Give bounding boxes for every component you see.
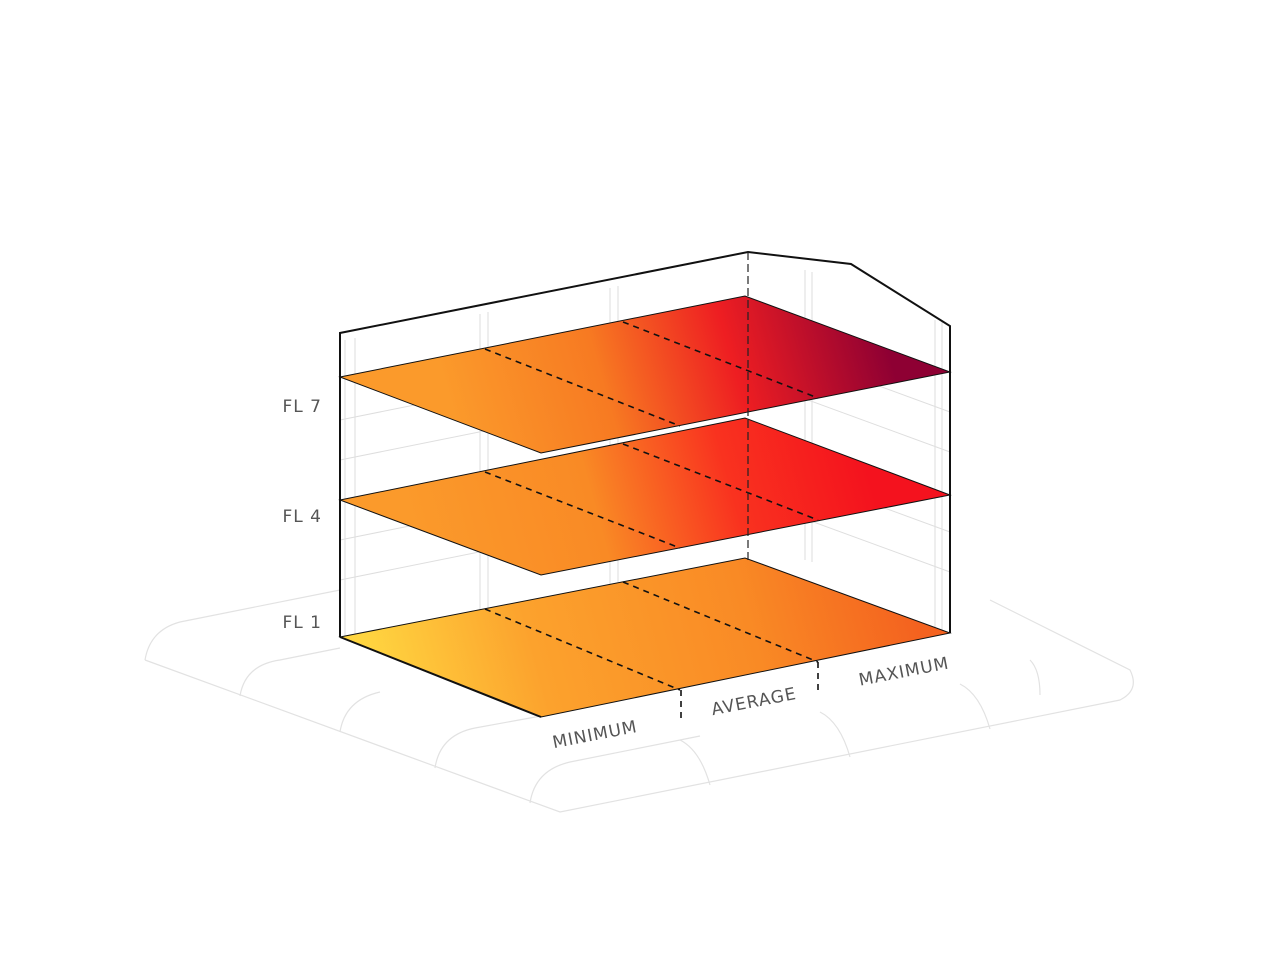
floor-label: FL 1 <box>283 613 322 633</box>
zone-label: MAXIMUM <box>857 654 951 691</box>
floor-label: FL 4 <box>283 507 322 527</box>
ground-grid <box>144 589 1134 813</box>
zone-label: MINIMUM <box>551 717 639 753</box>
zone-divider <box>484 321 819 427</box>
zone-divider <box>680 662 819 722</box>
building-outline <box>339 250 951 637</box>
floor-plane <box>338 557 952 718</box>
zone-label: AVERAGE <box>710 684 799 720</box>
building-outline <box>339 636 542 718</box>
floor-plane <box>338 295 952 454</box>
floor-label: FL 7 <box>283 397 322 417</box>
zone-divider <box>484 443 819 549</box>
zone-divider <box>484 581 819 691</box>
